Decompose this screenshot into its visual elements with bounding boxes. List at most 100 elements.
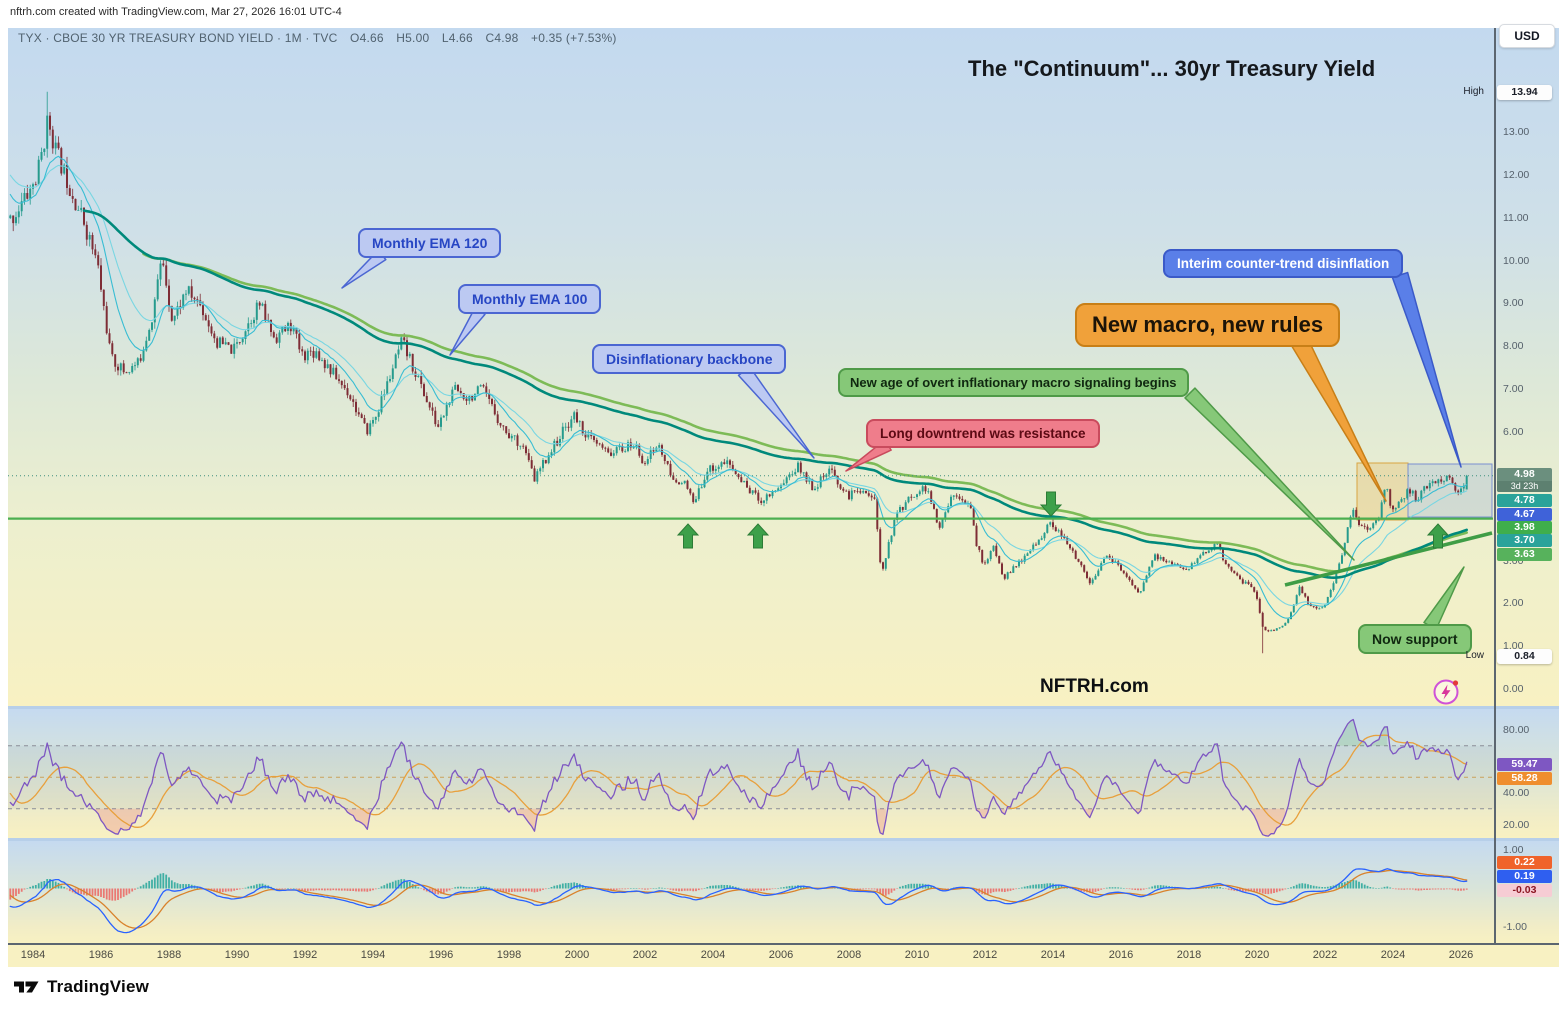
year-label[interactable]: 1990 — [224, 949, 250, 961]
ohlc-high: H5.00 — [396, 31, 430, 45]
rsi-pane[interactable] — [0, 709, 1559, 838]
axis-price-badge: 3.98 — [1497, 521, 1552, 534]
year-label[interactable]: 1988 — [156, 949, 182, 961]
axis-price-badge: 0.19 — [1497, 870, 1552, 883]
year-label[interactable]: 2012 — [972, 949, 998, 961]
price-tick-label: 13.00 — [1503, 126, 1530, 139]
year-label[interactable]: 2026 — [1448, 949, 1474, 961]
pane-separator[interactable] — [0, 706, 1559, 709]
year-label[interactable]: 1986 — [88, 949, 114, 961]
macd-tick-label: 1.00 — [1503, 844, 1524, 856]
macd-pane[interactable] — [0, 841, 1559, 943]
rsi-extreme-fill — [1135, 808, 1141, 814]
symbol-info-bar[interactable]: TYX · CBOE 30 YR TREASURY BOND YIELD · 1… — [18, 31, 626, 45]
callout-interim-disinflation[interactable]: Interim counter-trend disinflation — [1163, 249, 1404, 278]
tail-interim[interactable] — [1391, 271, 1462, 468]
highlight-box[interactable] — [1407, 463, 1493, 518]
year-label[interactable]: 2022 — [1312, 949, 1338, 961]
year-label[interactable]: 1994 — [360, 949, 386, 961]
monthly-ema-100-line[interactable] — [82, 209, 1468, 579]
price-tick-label: 7.00 — [1503, 383, 1524, 396]
quick-trade-lightning-icon[interactable] — [1430, 675, 1462, 707]
tradingview-footer-logo[interactable]: TradingView — [14, 977, 149, 997]
ema-12-line[interactable] — [9, 155, 1468, 619]
green-up-arrow[interactable] — [676, 523, 700, 549]
tail-ema100[interactable] — [449, 306, 486, 356]
year-label[interactable]: 2024 — [1380, 949, 1406, 961]
year-label[interactable]: 2018 — [1176, 949, 1202, 961]
rsi-line[interactable] — [9, 718, 1468, 837]
axis-price-badge: -0.03 — [1497, 884, 1552, 897]
rsi-canvas[interactable] — [0, 709, 1494, 838]
macd-histogram-positive — [26, 873, 1392, 889]
price-chart-canvas[interactable] — [0, 28, 1494, 706]
year-label[interactable]: 2016 — [1108, 949, 1134, 961]
rsi-tick-label: 20.00 — [1503, 818, 1530, 831]
tail-new-age[interactable] — [1184, 387, 1355, 561]
macd-canvas[interactable] — [0, 841, 1494, 943]
green-down-arrow[interactable] — [1039, 491, 1063, 517]
year-label[interactable]: 2004 — [700, 949, 726, 961]
callout-now-support[interactable]: Now support — [1358, 624, 1472, 654]
price-tick-label: 8.00 — [1503, 340, 1524, 353]
axis-price-badge: 3.70 — [1497, 534, 1552, 547]
year-label[interactable]: 2000 — [564, 949, 590, 961]
callout-disinflationary-backbone[interactable]: Disinflationary backbone — [592, 344, 787, 374]
callout-monthly-ema-100[interactable]: Monthly EMA 100 — [458, 284, 602, 314]
tradingview-mark-icon — [14, 981, 39, 993]
axis-price-badge: 3.63 — [1497, 548, 1552, 561]
currency-button[interactable]: USD — [1499, 24, 1555, 48]
rsi-extreme-fill — [1002, 808, 1005, 815]
high-value-badge: 13.94 — [1497, 85, 1552, 100]
axis-price-badge: 58.28 — [1497, 772, 1552, 785]
year-label[interactable]: 2002 — [632, 949, 658, 961]
pane-separator[interactable] — [0, 838, 1559, 841]
chart-title: The "Continuum"... 30yr Treasury Yield — [968, 56, 1376, 81]
year-label[interactable]: 1998 — [496, 949, 522, 961]
year-label[interactable]: 2006 — [768, 949, 794, 961]
rsi-extreme-fill — [1336, 719, 1365, 746]
axis-price-badge: 4.78 — [1497, 494, 1552, 507]
price-tick-label: 11.00 — [1503, 211, 1529, 224]
tail-backbone[interactable] — [737, 365, 815, 459]
ema-24-line[interactable] — [9, 164, 1468, 606]
callout-new-macro[interactable]: New macro, new rules — [1075, 303, 1341, 347]
macd-line[interactable] — [9, 868, 1468, 934]
rsi-extreme-fill — [976, 808, 988, 818]
time-axis[interactable]: 1984 1986 1988 1990 1992 1994 1996 1998 2000 2002… — [0, 945, 1559, 967]
ohlc-open: O4.66 — [350, 31, 384, 45]
year-label[interactable]: 1984 — [20, 949, 46, 961]
support-trendline[interactable] — [1284, 531, 1493, 587]
year-label[interactable]: 2008 — [836, 949, 862, 961]
axis-price-badge: 4.98 3d 23h — [1497, 468, 1552, 492]
macd-tick-label: -1.00 — [1503, 921, 1527, 933]
tail-now-support[interactable] — [1423, 566, 1465, 631]
axis-price-badge: 0.22 — [1497, 856, 1552, 869]
monthly-ema-120-line[interactable] — [142, 252, 1468, 573]
green-up-arrow[interactable] — [1426, 523, 1450, 549]
year-label[interactable]: 2010 — [904, 949, 930, 961]
price-tick-label: 9.00 — [1503, 297, 1524, 310]
year-label[interactable]: 1996 — [428, 949, 454, 961]
year-label[interactable]: 2014 — [1040, 949, 1066, 961]
callout-long-downtrend[interactable]: Long downtrend was resistance — [866, 419, 1100, 448]
green-up-arrow[interactable] — [746, 523, 770, 549]
tradingview-brand-text: TradingView — [47, 977, 150, 996]
countdown-timer: 3d 23h — [1497, 481, 1552, 492]
callout-new-age[interactable]: New age of overt inflationary macro sign… — [838, 368, 1189, 397]
year-label[interactable]: 1992 — [292, 949, 318, 961]
callout-monthly-ema-120[interactable]: Monthly EMA 120 — [358, 228, 502, 258]
axis-price-badge: 4.67 — [1497, 508, 1552, 521]
year-label[interactable]: 2020 — [1244, 949, 1270, 961]
rsi-ma-line[interactable] — [9, 734, 1468, 828]
low-label: Low — [1465, 650, 1484, 661]
price-tick-label: 0.00 — [1503, 683, 1524, 696]
down-candle-wicks — [12, 112, 1459, 654]
price-change: +0.35 (+7.53%) — [531, 31, 617, 45]
price-tick-label: 2.00 — [1503, 597, 1524, 610]
credit-line: nftrh.com created with TradingView.com, … — [10, 6, 342, 18]
ohlc-close: C4.98 — [485, 31, 519, 45]
axis-price-badge: 59.47 — [1497, 758, 1552, 771]
macd-signal-line[interactable] — [9, 869, 1468, 929]
